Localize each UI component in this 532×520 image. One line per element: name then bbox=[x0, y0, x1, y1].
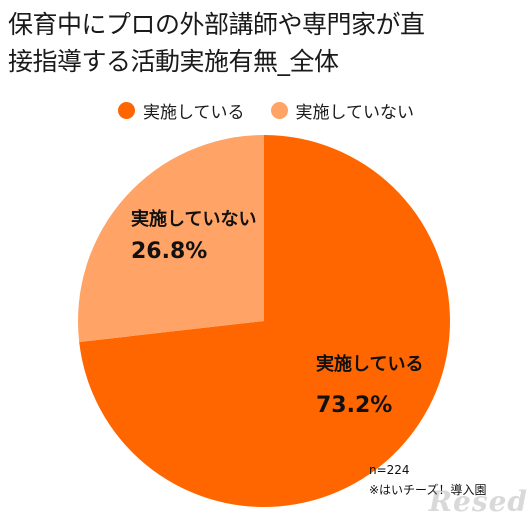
sample-size-note: n=224 bbox=[369, 463, 410, 477]
legend: 実施している 実施していない bbox=[0, 98, 532, 123]
legend-swatch-implemented bbox=[118, 102, 135, 119]
legend-item-implemented: 実施している bbox=[118, 98, 245, 123]
chart-title-line-2: 接指導する活動実施有無_全体 bbox=[8, 47, 339, 76]
legend-label-implemented: 実施している bbox=[143, 103, 245, 123]
slice-label-not-implemented-category: 実施していない bbox=[131, 208, 256, 230]
chart-title: 保育中にプロの外部講師や専門家が直 接指導する活動実施有無_全体 bbox=[8, 6, 528, 80]
legend-item-not-implemented: 実施していない bbox=[270, 98, 415, 123]
chart-title-line-1: 保育中にプロの外部講師や専門家が直 bbox=[8, 10, 425, 39]
footnote: ※はいチーズ！導入園 bbox=[369, 483, 487, 497]
legend-label-not-implemented: 実施していない bbox=[295, 103, 415, 123]
legend-swatch-not-implemented bbox=[270, 102, 288, 119]
watermark-logo: Resed bbox=[428, 485, 528, 518]
slice-label-implemented-category: 実施している bbox=[316, 353, 423, 375]
slice-label-implemented-value: 73.2% bbox=[316, 393, 392, 418]
slice-label-not-implemented-value: 26.8% bbox=[131, 239, 207, 264]
pie-slice-implemented bbox=[79, 135, 450, 507]
pie-slice-not-implemented bbox=[78, 135, 264, 342]
